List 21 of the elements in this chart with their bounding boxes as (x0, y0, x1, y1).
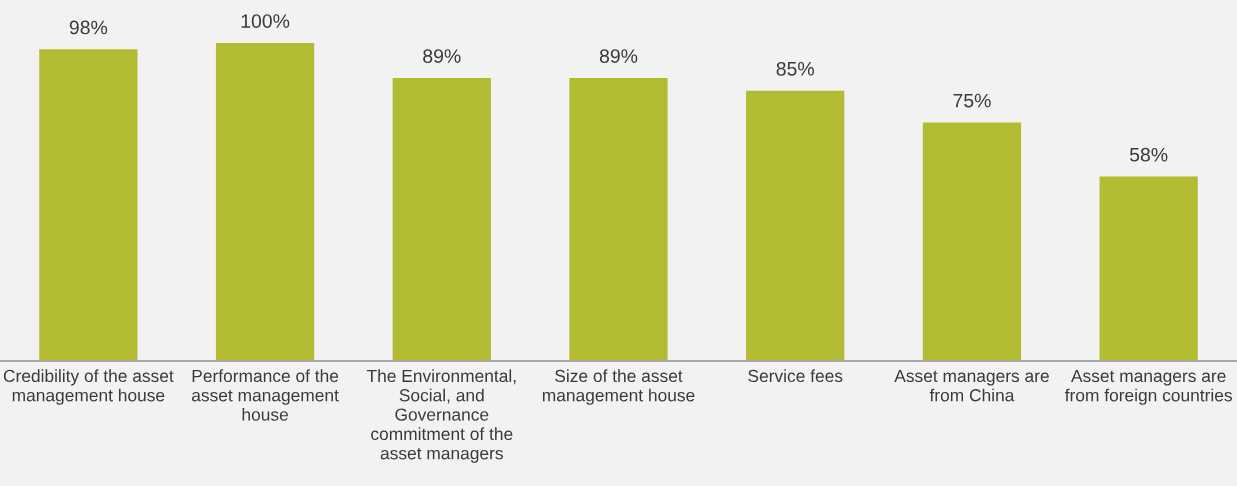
data-label: 100% (241, 14, 290, 28)
x-tick-label: Size of the asset management house (542, 369, 695, 405)
data-label: 58% (1129, 147, 1168, 162)
data-label: 89% (599, 49, 638, 63)
x-tick-label: Asset managers are from foreign countries (1064, 369, 1232, 405)
data-label: 98% (69, 20, 108, 35)
bar (746, 90, 845, 361)
bar (922, 122, 1022, 361)
x-tick-label: Service fees (748, 369, 843, 383)
x-tick-label: Performance of the asset management house (191, 369, 339, 421)
bar (39, 49, 138, 361)
x-tick-label: Credibility of the asset management house (3, 369, 174, 405)
bar (215, 42, 315, 361)
x-tick-label: Asset managers are from China (894, 369, 1049, 402)
data-label: 85% (776, 61, 814, 76)
bar (569, 77, 668, 361)
bar (392, 77, 491, 361)
bar (1099, 176, 1198, 361)
data-label: 89% (423, 49, 461, 63)
x-tick-label: The Environmental, Social, and Governance commitment of the asset managers (366, 369, 516, 463)
data-label: 75% (953, 93, 991, 108)
